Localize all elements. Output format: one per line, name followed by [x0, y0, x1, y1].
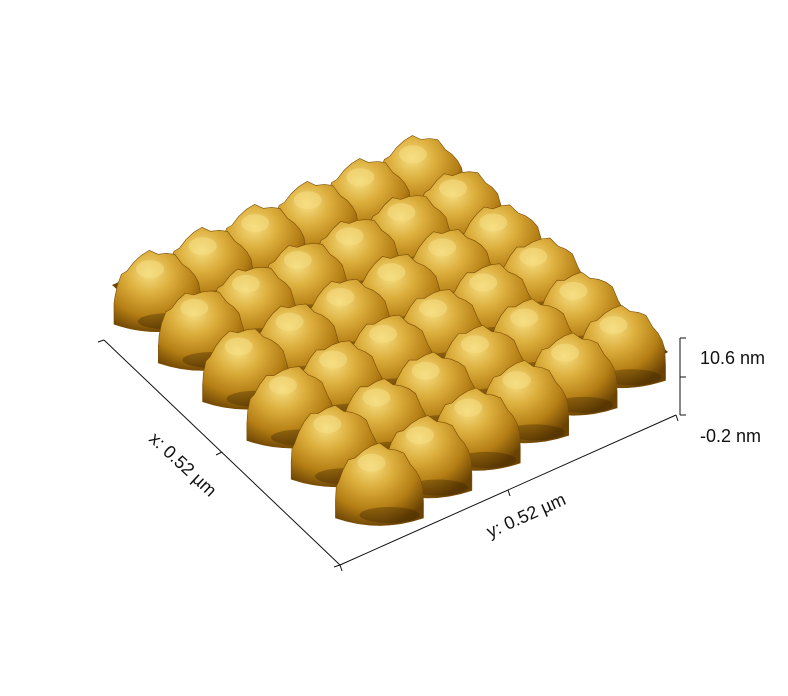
axis-frame [97, 337, 686, 572]
y-axis-tick [675, 414, 679, 422]
mound-highlight [357, 453, 386, 472]
mound-highlight [326, 288, 355, 306]
mound-highlight [313, 415, 342, 434]
mound-highlight [232, 274, 260, 293]
mound-highlight [275, 312, 304, 331]
surface-mound [335, 442, 424, 526]
mound-highlight [335, 227, 364, 246]
mound-highlight [411, 361, 440, 380]
mound-highlight [599, 316, 628, 335]
mound-highlight [268, 376, 297, 395]
mound-highlight [439, 179, 467, 198]
y-axis-tick [339, 564, 343, 572]
x-axis-label: x: 0.52 µm [145, 428, 220, 500]
mound-highlight [346, 168, 375, 187]
mound-highlight [551, 343, 580, 362]
surface-bumps [113, 135, 666, 526]
y-axis-tick [507, 489, 511, 497]
mound-highlight [180, 298, 209, 317]
mound-highlight [362, 388, 391, 407]
mound-highlight [428, 238, 457, 257]
mound-highlight [502, 371, 531, 390]
x-axis-tick [215, 451, 223, 456]
mound-highlight [369, 324, 397, 343]
mound-highlight [136, 260, 164, 279]
mound-highlight [319, 350, 347, 369]
mound-highlight [510, 308, 539, 327]
mound-highlight [405, 426, 434, 445]
mound-highlight [469, 273, 498, 292]
mound-highlight [398, 145, 427, 164]
y-axis-label: y: 0.52 µm [483, 489, 568, 542]
mound-highlight [454, 398, 483, 417]
mound-highlight [224, 337, 253, 356]
mound-highlight [460, 335, 489, 354]
mound-highlight [387, 203, 416, 222]
z-max-label: 10.6 nm [700, 348, 765, 368]
mound-highlight [241, 214, 270, 233]
mound-highlight [519, 247, 548, 266]
mound-highlight [293, 191, 322, 210]
mound-shadow [359, 507, 420, 523]
mound-highlight [377, 263, 406, 282]
mound-highlight [559, 281, 588, 300]
x-axis-tick [97, 339, 105, 343]
mound-highlight [419, 299, 448, 318]
x-axis-tick [333, 564, 341, 568]
mound-highlight [283, 251, 312, 270]
z-min-label: -0.2 nm [700, 426, 761, 446]
mound-highlight [188, 237, 217, 256]
mound-highlight [479, 213, 508, 232]
